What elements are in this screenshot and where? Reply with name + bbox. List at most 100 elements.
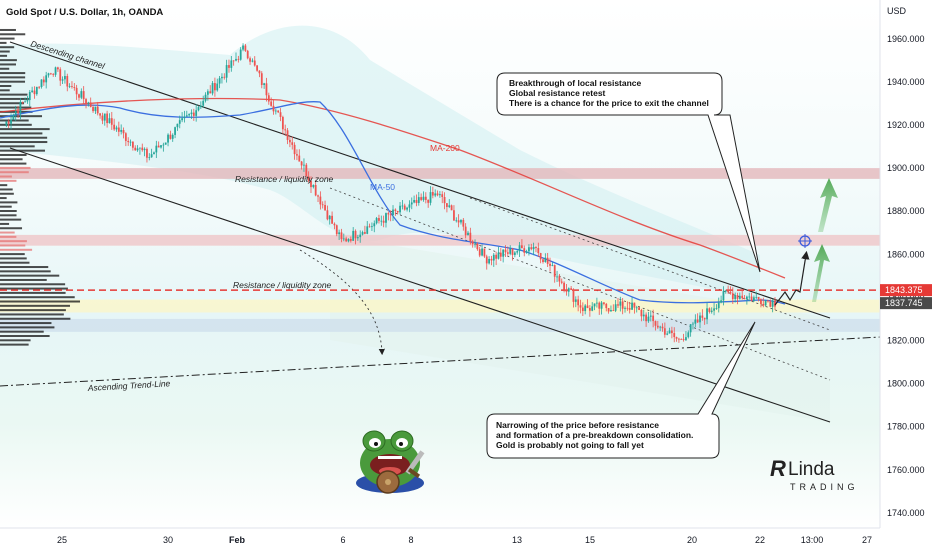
candle-body [284,129,287,131]
candle-body [724,290,727,292]
candle-body [478,249,481,256]
candle-body [324,205,326,211]
logo-sub: TRADING [790,482,859,492]
volume-bar [0,278,47,281]
callout-top-line-2: Global resistance retest [509,88,606,98]
candle-body [153,152,155,155]
candle-body [713,308,715,311]
candle-body [52,73,55,75]
candle-body [382,220,385,223]
y-tick-label: 1960.000 [887,34,925,44]
candle-body [134,147,137,151]
candle-body [338,232,341,235]
volume-bar [0,175,12,178]
candle-body [317,195,319,197]
candle-body [544,257,547,263]
candle-body [422,196,425,200]
price-tag [880,284,932,297]
candle-body [164,142,167,145]
candle-body [448,205,451,207]
candle-body [471,241,474,245]
candle-body [117,127,120,132]
candle-body [502,249,505,257]
candle-body [347,239,350,242]
candle-body [146,148,148,158]
candle-body [214,83,216,91]
volume-bar [0,296,75,299]
candle-body [232,60,235,62]
candle-body [64,76,66,80]
candle-body [518,245,521,252]
candle-body [460,219,462,223]
volume-bar [0,283,66,286]
y-tick-label: 1760.000 [887,465,925,475]
volume-bar [0,28,16,31]
candle-body [666,333,669,335]
candle-body [289,139,291,143]
candle-body [190,112,193,115]
candle-body [680,339,683,340]
candle-body [750,296,753,301]
candle-body [647,316,650,322]
candle-body [71,86,73,88]
x-tick-label: 27 [862,535,872,545]
candle-body [127,140,130,143]
candle-body [310,180,312,188]
callout-bottom-line-3: Gold is probably not going to fall yet [496,440,644,450]
candle-body [474,243,476,245]
candle-body [174,127,176,135]
candle-body [563,282,565,290]
volume-bar [0,89,10,92]
candle-body [33,90,36,95]
volume-bar [0,41,7,44]
volume-bar [0,240,27,243]
candle-body [279,112,282,117]
candle-body [659,326,662,328]
candle-body [143,148,146,151]
candle-body [92,106,94,112]
candle-body [244,45,247,51]
candle-body [570,288,573,290]
candle-body [361,232,364,235]
candle-body [47,73,50,76]
volume-bar [0,274,60,277]
volume-bar [0,50,10,53]
candle-body [722,291,725,301]
candle-body [443,197,446,204]
candle-body [216,83,219,91]
callout-top-line-1: Breakthrough of local resistance [509,78,642,88]
volume-bar [0,115,43,118]
candle-body [595,302,598,304]
candle-body [110,118,113,125]
candle-body [263,83,266,85]
callout-top-line-3: There is a chance for the price to exit … [509,98,709,108]
x-tick-label: 30 [163,535,173,545]
ascending-trend-label: Ascending Trend-Line [87,378,171,393]
candle-body [633,302,636,308]
candle-body [286,130,289,140]
candle-body [488,258,490,264]
candle-body [246,50,249,59]
candle-body [551,265,554,266]
candle-body [331,215,333,224]
candle-body [385,213,387,223]
volume-bar [0,330,44,333]
volume-bar [0,33,26,36]
candle-body [108,118,111,124]
candle-body [80,91,83,98]
candle-body [155,145,158,153]
candle-body [26,100,29,102]
volume-bar [0,253,25,256]
candle-body [265,83,268,96]
volume-bar [0,291,66,294]
candle-body [225,65,228,78]
candle-body [281,116,284,130]
candle-body [162,144,165,146]
volume-bar [0,235,17,238]
target-icon[interactable] [798,234,812,248]
frog-mascot-icon [356,430,425,494]
candle-body [10,119,12,124]
volume-bar [0,37,15,40]
volume-bar [0,192,14,195]
